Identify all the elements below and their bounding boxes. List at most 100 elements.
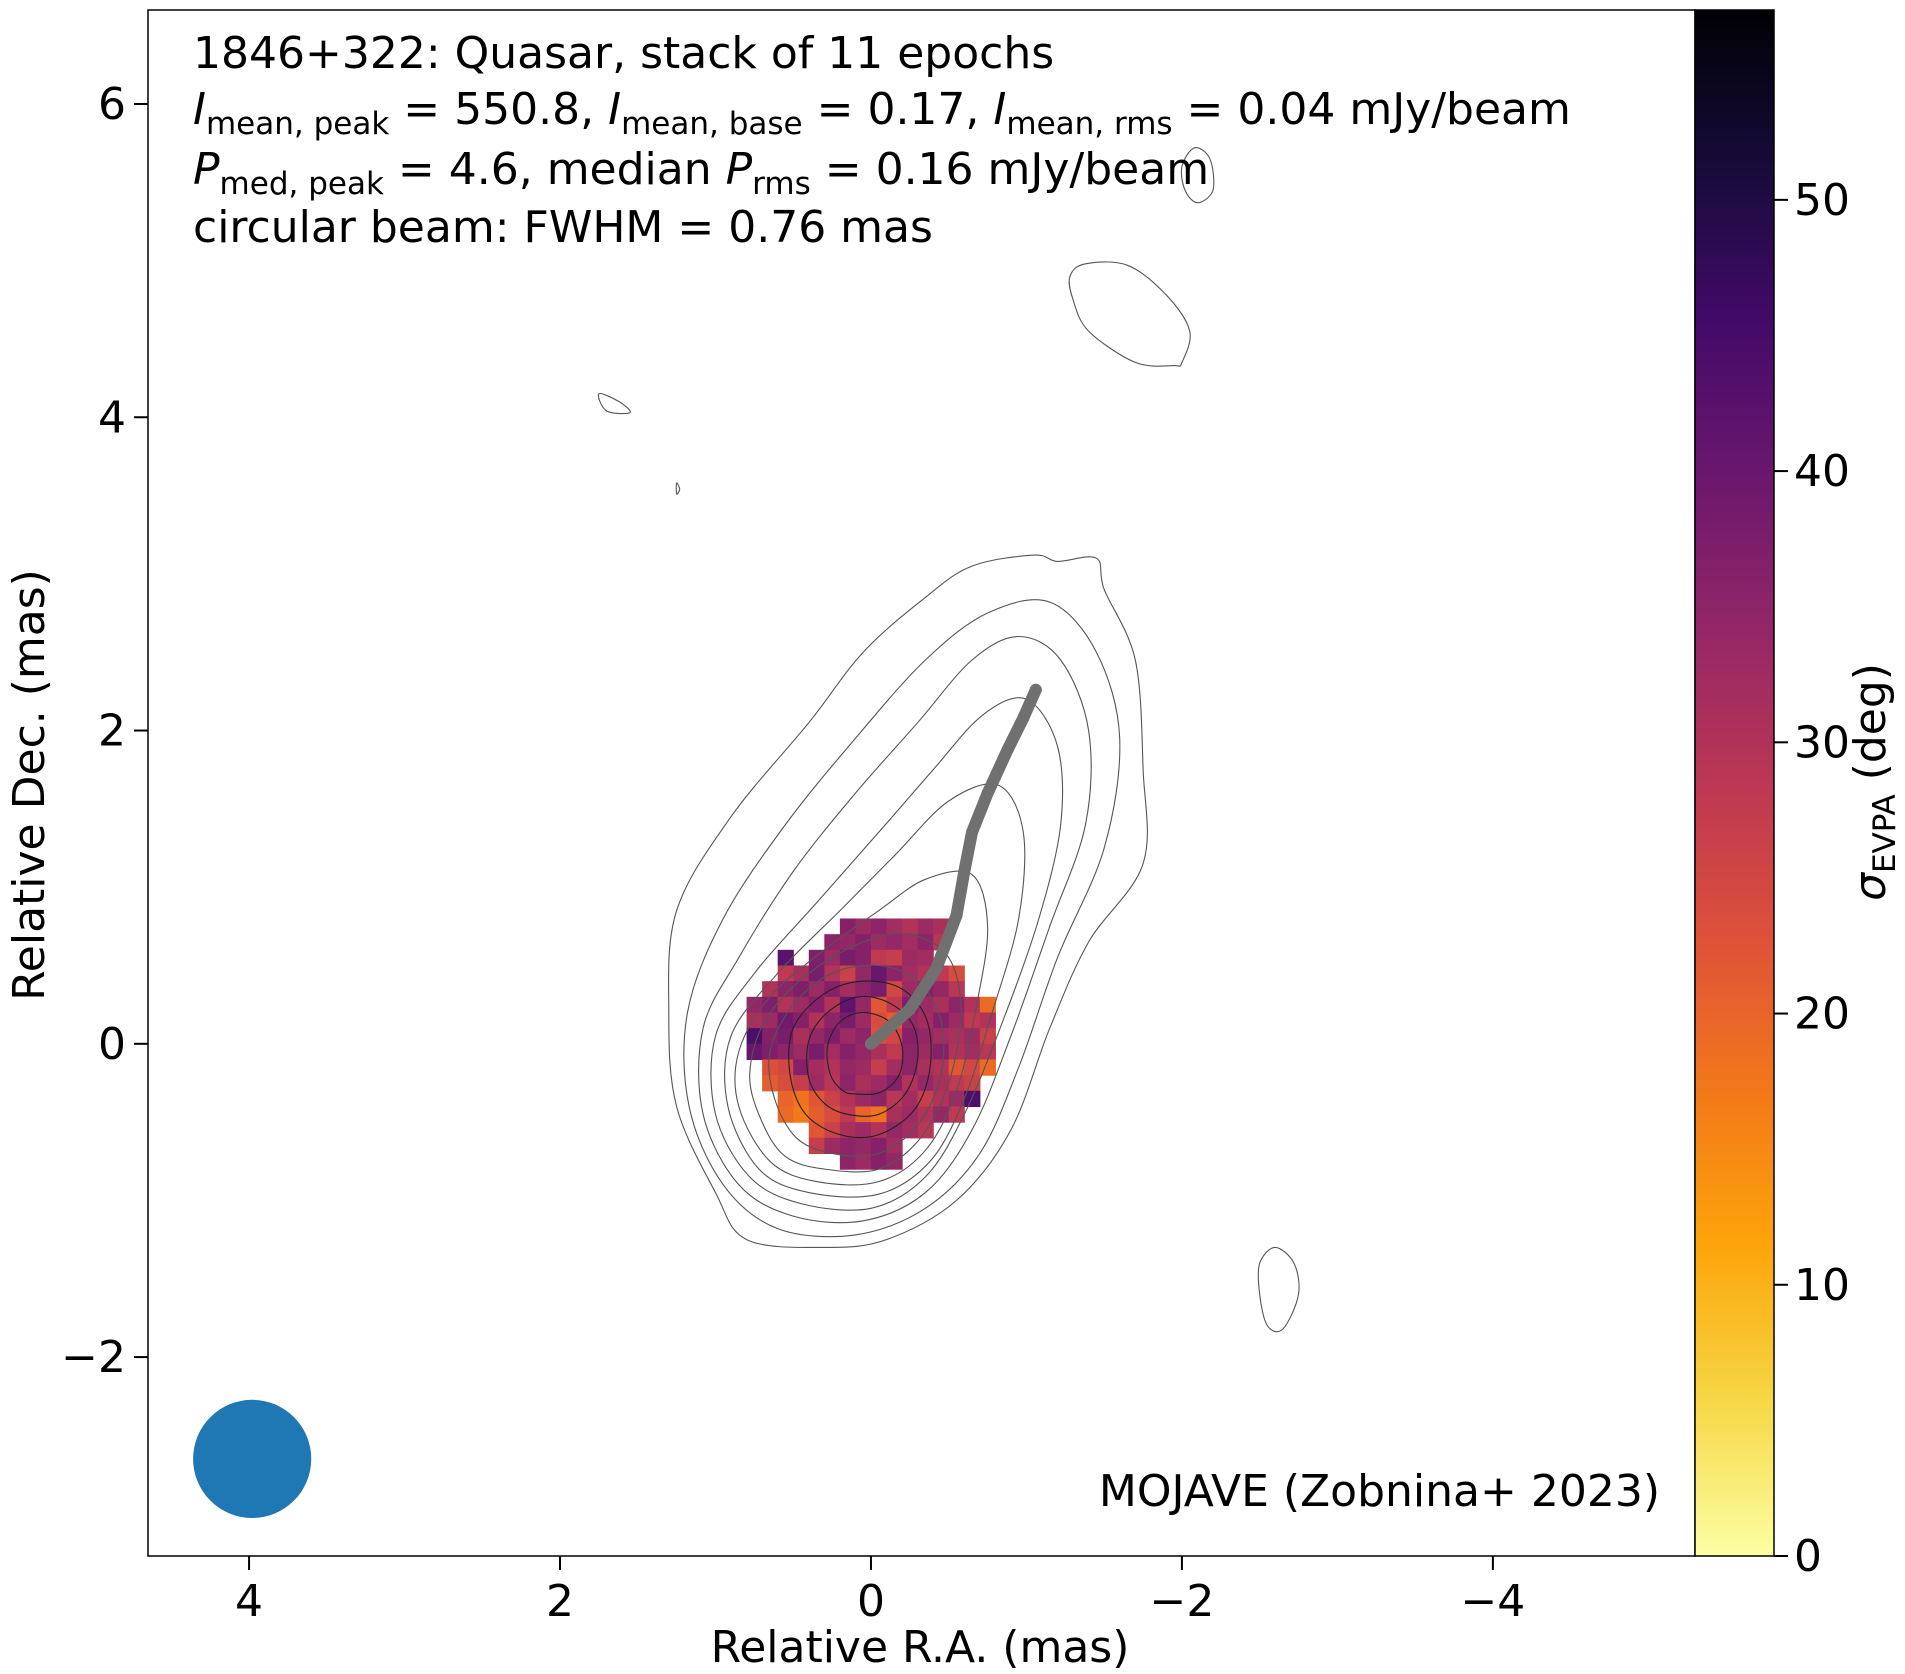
- colorbar-ticks: 0 10 20 30 40 50: [1774, 175, 1850, 1582]
- x-tick-label: 0: [857, 1576, 885, 1627]
- evpa-pixel: [746, 1043, 763, 1061]
- ridge-point: [966, 826, 979, 839]
- evpa-pixel: [917, 1075, 934, 1092]
- contour-line: [710, 697, 1064, 1211]
- evpa-pixel: [824, 996, 841, 1014]
- evpa-pixel: [793, 996, 810, 1014]
- evpa-pixel: [762, 1028, 779, 1045]
- evpa-pixel: [777, 949, 794, 967]
- evpa-pixel: [979, 1012, 996, 1029]
- evpa-pixel: [777, 1028, 794, 1045]
- colorbar-tick-label: 0: [1794, 1531, 1822, 1582]
- evpa-pixel: [824, 1137, 841, 1155]
- contour-line: [698, 635, 1092, 1224]
- evpa-pixel: [793, 1090, 810, 1108]
- ridge-point: [1029, 683, 1042, 696]
- evpa-pixel: [839, 1122, 857, 1139]
- colorbar-tick-label: 40: [1794, 446, 1850, 497]
- evpa-pixel: [824, 949, 841, 967]
- contour-line: [734, 870, 989, 1186]
- evpa-pixel: [979, 1059, 996, 1076]
- evpa-pixel: [824, 1090, 841, 1108]
- colorbar-tick-label: 10: [1794, 1260, 1850, 1311]
- ridge-point: [930, 962, 943, 975]
- evpa-pixel: [839, 1043, 857, 1061]
- colorbar: [1695, 10, 1774, 1556]
- evpa-pixel: [762, 981, 779, 998]
- evpa-pixel: [855, 981, 872, 998]
- evpa-pixel: [839, 1137, 857, 1155]
- evpa-pixel: [917, 1106, 934, 1123]
- evpa-pixel: [777, 1043, 794, 1061]
- evpa-pixel: [902, 1043, 919, 1061]
- evpa-pixel: [870, 1122, 888, 1139]
- evpa-pixel: [870, 1090, 888, 1108]
- evpa-pixel: [870, 1137, 888, 1155]
- credit-label: MOJAVE (Zobnina+ 2023): [1099, 1466, 1660, 1517]
- evpa-pixel: [808, 1106, 825, 1123]
- evpa-pixel: [948, 981, 965, 998]
- evpa-pixel: [886, 1122, 903, 1139]
- annotation-line-4: circular beam: FWHM = 0.76 mas: [193, 202, 933, 253]
- evpa-pixel: [777, 1059, 794, 1076]
- x-tick-label: 2: [546, 1576, 574, 1627]
- evpa-pixel: [886, 1059, 903, 1076]
- evpa-pixel: [777, 1090, 794, 1108]
- evpa-pixel: [886, 965, 903, 982]
- evpa-pixel: [948, 1028, 965, 1045]
- evpa-pixel: [917, 918, 934, 935]
- evpa-pixel: [870, 1075, 888, 1092]
- evpa-pixel: [839, 981, 857, 998]
- evpa-pixel: [870, 996, 888, 1014]
- evpa-pixel: [917, 1090, 934, 1108]
- evpa-pixel: [839, 1075, 857, 1092]
- evpa-pixel: [777, 1106, 794, 1123]
- ridge-point: [864, 1037, 877, 1050]
- evpa-pixel: [870, 1059, 888, 1076]
- evpa-pixel: [746, 996, 763, 1014]
- evpa-pixel: [902, 949, 919, 967]
- evpa-pixel: [917, 949, 934, 967]
- evpa-pixel: [917, 1012, 934, 1029]
- evpa-pixel: [855, 1153, 872, 1170]
- evpa-pixel: [902, 918, 919, 935]
- evpa-pixel: [902, 1122, 919, 1139]
- annotation-line-3: Pmed, peak = 4.6, median Prms = 0.16 mJy…: [193, 144, 1209, 202]
- ridge-point: [1017, 711, 1030, 724]
- evpa-pixel: [855, 1012, 872, 1029]
- x-tick-label: 4: [235, 1576, 263, 1627]
- colorbar-tick-label: 20: [1794, 989, 1850, 1040]
- evpa-pixel: [793, 1028, 810, 1045]
- evpa-pixel: [777, 965, 794, 982]
- beam-circle: [193, 1399, 312, 1518]
- evpa-pixel: [855, 965, 872, 982]
- evpa-pixel: [855, 996, 872, 1014]
- evpa-pixel: [808, 1043, 825, 1061]
- evpa-pixel: [917, 1059, 934, 1076]
- colorbar-tick-label: 30: [1794, 717, 1850, 768]
- evpa-pixel: [886, 918, 903, 935]
- evpa-pixel: [902, 1028, 919, 1045]
- evpa-pixel: [824, 1043, 841, 1061]
- evpa-pixel: [855, 1106, 872, 1123]
- evpa-pixel: [886, 1090, 903, 1108]
- evpa-pixel: [886, 949, 903, 967]
- annotation-line-2: Imean, peak = 550.8, Imean, base = 0.17,…: [193, 84, 1571, 142]
- evpa-pixel: [933, 1028, 950, 1045]
- evpa-pixel: [855, 1059, 872, 1076]
- colorbar-frame: [1694, 9, 1775, 1557]
- evpa-pixel: [886, 934, 903, 951]
- contour-line: [683, 599, 1121, 1238]
- contour-line: [597, 393, 631, 415]
- evpa-pixel: [964, 1090, 981, 1108]
- evpa-pixel: [855, 1137, 872, 1155]
- evpa-pixel: [777, 1075, 794, 1092]
- contour-line: [788, 980, 932, 1138]
- ridge-point: [958, 865, 971, 878]
- evpa-pixel: [886, 1043, 903, 1061]
- evpa-pixel: [933, 1090, 950, 1108]
- evpa-pixel: [886, 981, 903, 998]
- evpa-pixel: [855, 1090, 872, 1108]
- evpa-pixel: [870, 965, 888, 982]
- x-tick-label: −2: [1149, 1576, 1214, 1627]
